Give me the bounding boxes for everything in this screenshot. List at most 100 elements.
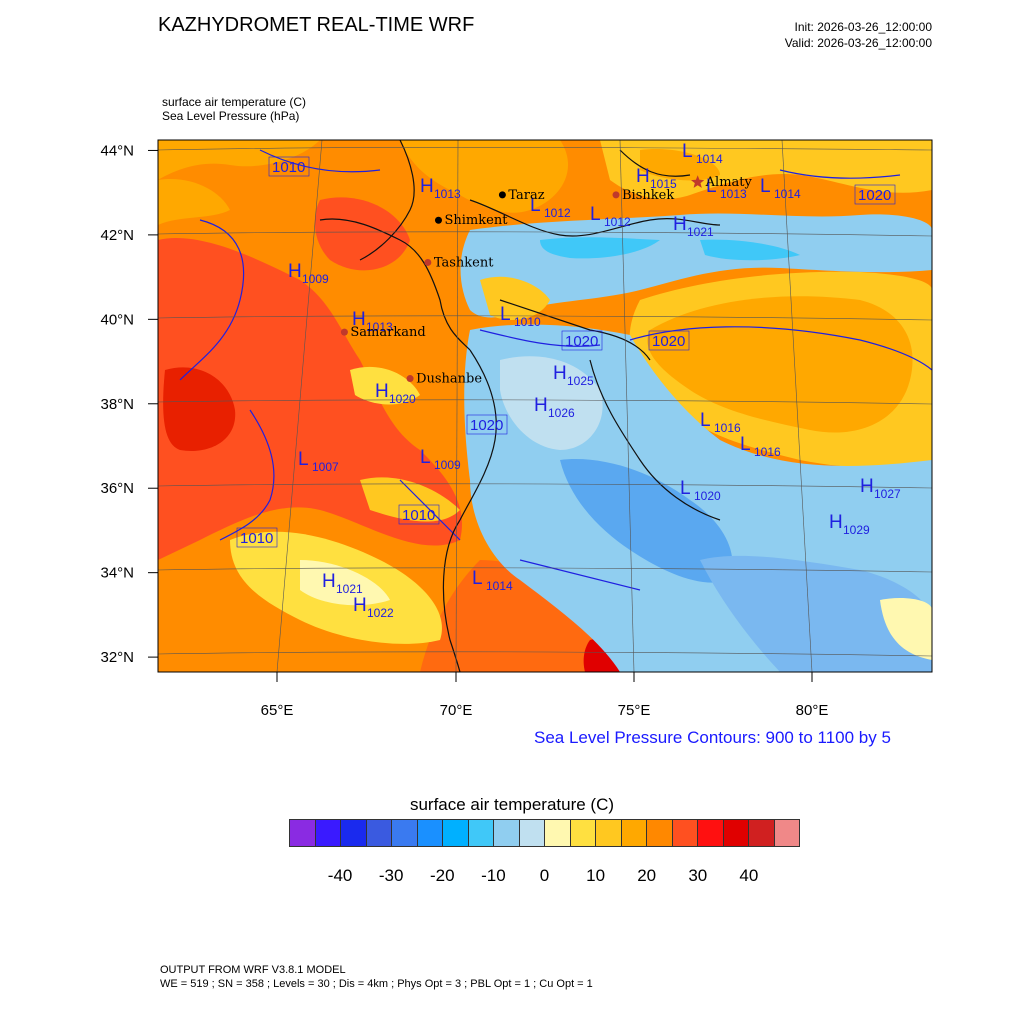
svg-text:L: L (740, 434, 751, 455)
svg-text:L: L (472, 568, 483, 589)
svg-text:H: H (420, 176, 434, 197)
svg-text:L: L (680, 478, 691, 499)
low-pressure-center: L 1014 (760, 176, 801, 201)
colorbar-swatch (341, 820, 367, 846)
colorbar-swatch (494, 820, 520, 846)
city-label: Samarkand (350, 325, 425, 340)
colorbar-swatch (443, 820, 469, 846)
svg-text:1015: 1015 (650, 177, 677, 191)
svg-text:1009: 1009 (434, 458, 461, 472)
colorbar-tick-label: 0 (539, 866, 550, 885)
lon-tick-label: 65°E (261, 702, 294, 719)
main-title: KAZHYDROMET REAL-TIME WRF (158, 14, 475, 36)
low-pressure-center: L 1014 (682, 141, 723, 166)
svg-text:1020: 1020 (652, 333, 685, 350)
svg-text:H: H (375, 381, 389, 402)
dot-icon (406, 375, 414, 383)
colorbar-swatch (774, 820, 799, 846)
latitude-axis: 44°N 42°N 40°N 38°N 36°N 34°N 32°N (100, 142, 158, 666)
lat-tick-label: 36°N (100, 480, 134, 497)
high-pressure-center: H 1013 (420, 176, 461, 201)
contour-label: 1020 (466, 414, 508, 435)
svg-text:1010: 1010 (514, 315, 541, 329)
low-pressure-center: L 1009 (420, 447, 461, 472)
temperature-field (158, 140, 932, 672)
map-frame (157, 139, 933, 673)
dot-icon (434, 216, 442, 224)
city-label: Tashkent (434, 255, 494, 270)
colorbar-swatch (621, 820, 647, 846)
colorbar-swatch (723, 820, 749, 846)
temperature-field-label: surface air temperature (C) (162, 95, 307, 109)
colorbar-swatch (698, 820, 724, 846)
svg-text:1029: 1029 (843, 523, 870, 537)
high-pressure-center: H 1029 (829, 512, 870, 537)
svg-text:1010: 1010 (240, 530, 273, 547)
city-label: Shimkent (444, 213, 508, 228)
svg-text:1020: 1020 (858, 187, 891, 204)
svg-text:1022: 1022 (367, 606, 394, 620)
longitude-axis: 65°E 70°E 75°E 80°E (261, 672, 828, 719)
svg-text:1014: 1014 (696, 152, 723, 166)
svg-text:1012: 1012 (544, 206, 571, 220)
svg-text:L: L (500, 304, 511, 325)
colorbar-swatch (417, 820, 443, 846)
dot-icon (498, 191, 506, 199)
lat-tick-label: 34°N (100, 565, 134, 582)
svg-text:1016: 1016 (714, 421, 741, 435)
svg-text:1012: 1012 (604, 215, 631, 229)
colorbar-swatch (290, 820, 316, 846)
graticule (158, 140, 932, 672)
svg-text:1013: 1013 (366, 320, 393, 334)
high-pressure-center: H 1009 (288, 261, 329, 286)
dot-icon (424, 258, 432, 266)
svg-text:H: H (829, 512, 843, 533)
contour-label: 1010 (236, 527, 278, 548)
city-label: Dushanbe (416, 372, 482, 387)
low-pressure-center: L 1016 (700, 410, 741, 435)
svg-text:1021: 1021 (336, 582, 363, 596)
svg-text:1020: 1020 (470, 417, 503, 434)
colorbar-swatch (468, 820, 494, 846)
lat-tick-label: 40°N (100, 311, 134, 328)
svg-text:1014: 1014 (774, 187, 801, 201)
high-pressure-center: H 1021 (322, 571, 363, 596)
svg-text:H: H (860, 476, 874, 497)
svg-text:H: H (352, 309, 366, 330)
svg-text:1014: 1014 (486, 579, 513, 593)
contour-label: 1010 (398, 504, 440, 525)
high-pressure-center: H 1013 (352, 309, 393, 334)
contour-value-labels: 1010 1020 1020 1020 1010 1010 1020 (236, 156, 896, 548)
colorbar-swatch (545, 820, 571, 846)
svg-text:1010: 1010 (402, 507, 435, 524)
model-info: OUTPUT FROM WRF V3.8.1 MODEL (160, 964, 346, 976)
svg-text:1027: 1027 (874, 487, 901, 501)
colorbar-swatch (366, 820, 392, 846)
colorbar-swatch (392, 820, 418, 846)
star-icon (691, 175, 705, 188)
svg-text:1016: 1016 (754, 445, 781, 459)
svg-text:H: H (673, 214, 687, 235)
contour-label: 1020 (561, 330, 603, 351)
city-taraz: Taraz (498, 188, 545, 203)
colorbar-swatch (672, 820, 698, 846)
colorbar-tick-label: 30 (688, 866, 708, 885)
svg-text:H: H (534, 395, 548, 416)
city-almaty: Almaty (691, 175, 753, 190)
svg-text:L: L (298, 449, 309, 470)
svg-text:1020: 1020 (694, 489, 721, 503)
high-pressure-center: H 1015 (636, 166, 677, 191)
pressure-field-label: Sea Level Pressure (hPa) (162, 109, 300, 123)
temperature-colorbar (289, 819, 800, 847)
svg-text:H: H (553, 363, 567, 384)
lon-tick-label: 70°E (440, 702, 473, 719)
svg-text:1020: 1020 (565, 333, 598, 350)
low-pressure-center: L 1013 (706, 176, 747, 201)
svg-text:1021: 1021 (687, 225, 714, 239)
svg-text:1020: 1020 (389, 392, 416, 406)
valid-time: Valid: 2026-03-26_12:00:00 (784, 36, 932, 50)
lat-tick-label: 44°N (100, 142, 134, 159)
svg-text:1010: 1010 (272, 159, 305, 176)
